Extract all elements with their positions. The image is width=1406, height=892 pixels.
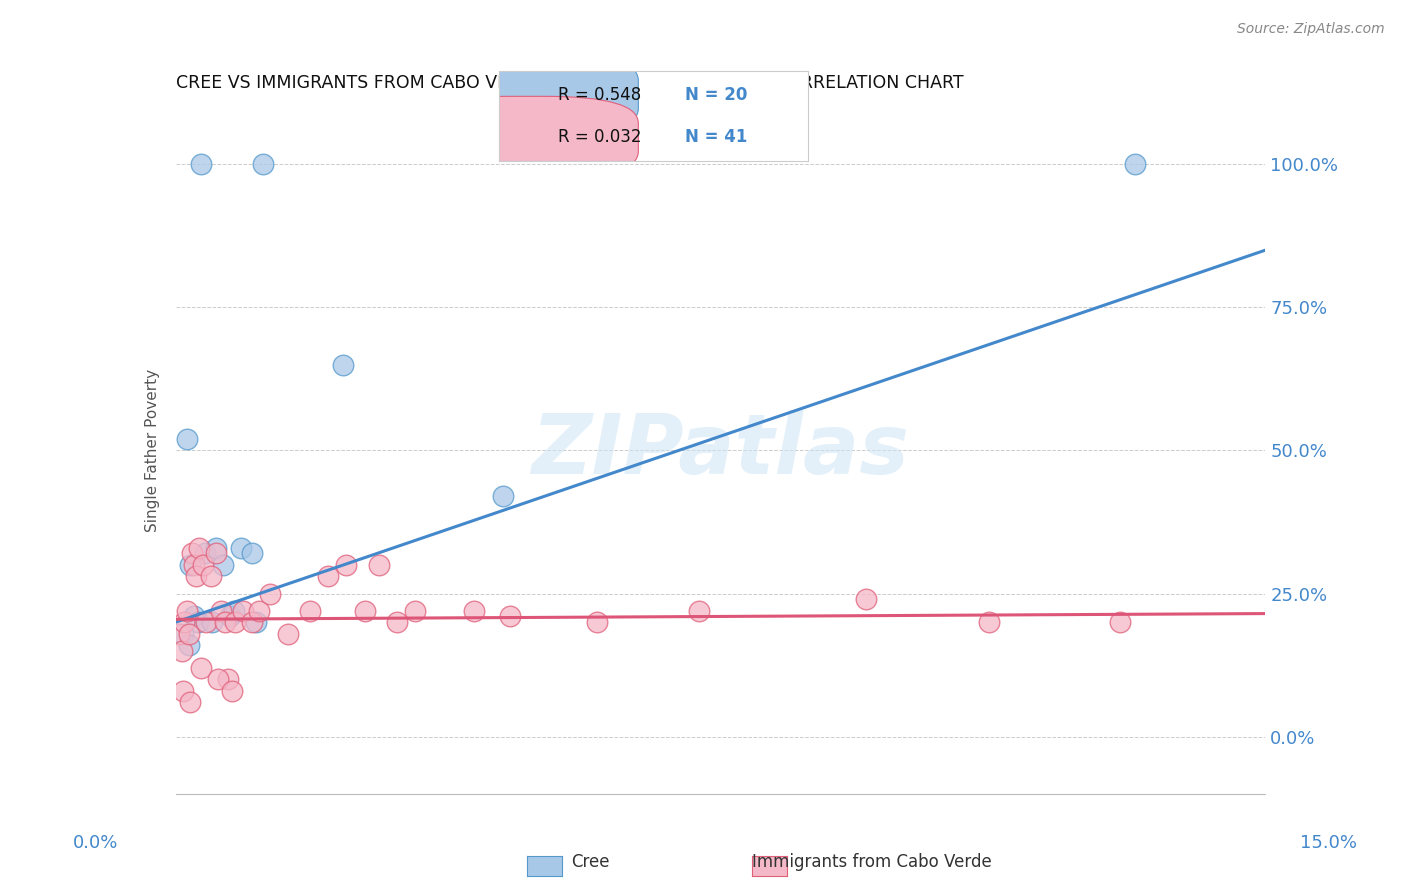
Point — [200, 569, 222, 583]
Point — [259, 586, 281, 600]
Y-axis label: Single Father Poverty: Single Father Poverty — [145, 369, 160, 532]
Point — [204, 546, 226, 561]
Point — [177, 626, 200, 640]
Point — [368, 558, 391, 572]
Point — [176, 432, 198, 446]
Text: Source: ZipAtlas.com: Source: ZipAtlas.com — [1237, 22, 1385, 37]
Point — [214, 615, 236, 630]
Point — [179, 558, 201, 572]
Point — [232, 604, 254, 618]
Point — [332, 358, 354, 372]
Point — [184, 569, 207, 583]
Text: R = 0.032: R = 0.032 — [558, 128, 641, 146]
Point — [193, 558, 215, 572]
Point — [688, 604, 710, 618]
Point — [353, 604, 375, 618]
Text: 15.0%: 15.0% — [1301, 834, 1357, 852]
Text: ZIPatlas: ZIPatlas — [531, 410, 910, 491]
Text: Cree: Cree — [571, 853, 610, 871]
Text: Immigrants from Cabo Verde: Immigrants from Cabo Verde — [752, 853, 991, 871]
Point — [173, 615, 195, 630]
Point — [405, 604, 427, 618]
Point — [176, 604, 198, 618]
Point — [172, 626, 194, 640]
Point — [318, 569, 340, 583]
Text: R = 0.548: R = 0.548 — [558, 86, 641, 103]
Point — [204, 541, 226, 555]
Point — [245, 615, 267, 630]
Point — [201, 615, 224, 630]
Point — [180, 546, 202, 561]
Point — [195, 615, 218, 630]
Point — [177, 638, 200, 652]
Point — [179, 695, 201, 709]
FancyBboxPatch shape — [416, 96, 638, 178]
Point — [586, 615, 609, 630]
Point — [387, 615, 409, 630]
Point — [221, 683, 243, 698]
Point — [217, 673, 239, 687]
Point — [231, 541, 253, 555]
Point — [190, 157, 212, 171]
Point — [979, 615, 1001, 630]
Point — [855, 592, 877, 607]
Point — [1123, 157, 1146, 171]
Point — [240, 615, 263, 630]
Point — [172, 683, 194, 698]
Point — [209, 604, 232, 618]
Point — [194, 546, 217, 561]
Point — [207, 673, 229, 687]
Point — [252, 157, 274, 171]
Point — [219, 609, 242, 624]
Text: 0.0%: 0.0% — [73, 834, 118, 852]
Point — [190, 661, 212, 675]
Point — [240, 546, 263, 561]
Point — [169, 626, 191, 640]
Point — [212, 558, 235, 572]
Text: N = 20: N = 20 — [685, 86, 747, 103]
Point — [463, 604, 485, 618]
Point — [188, 541, 211, 555]
Point — [499, 609, 522, 624]
Point — [335, 558, 357, 572]
Point — [170, 644, 193, 658]
Text: N = 41: N = 41 — [685, 128, 747, 146]
Point — [1109, 615, 1132, 630]
Point — [183, 558, 205, 572]
Text: CREE VS IMMIGRANTS FROM CABO VERDE SINGLE FATHER POVERTY CORRELATION CHART: CREE VS IMMIGRANTS FROM CABO VERDE SINGL… — [176, 74, 963, 92]
Point — [299, 604, 322, 618]
Point — [222, 604, 245, 618]
Point — [183, 609, 205, 624]
Point — [492, 489, 515, 503]
Point — [247, 604, 270, 618]
Point — [277, 626, 299, 640]
FancyBboxPatch shape — [416, 54, 638, 136]
Point — [224, 615, 246, 630]
Point — [186, 615, 209, 630]
